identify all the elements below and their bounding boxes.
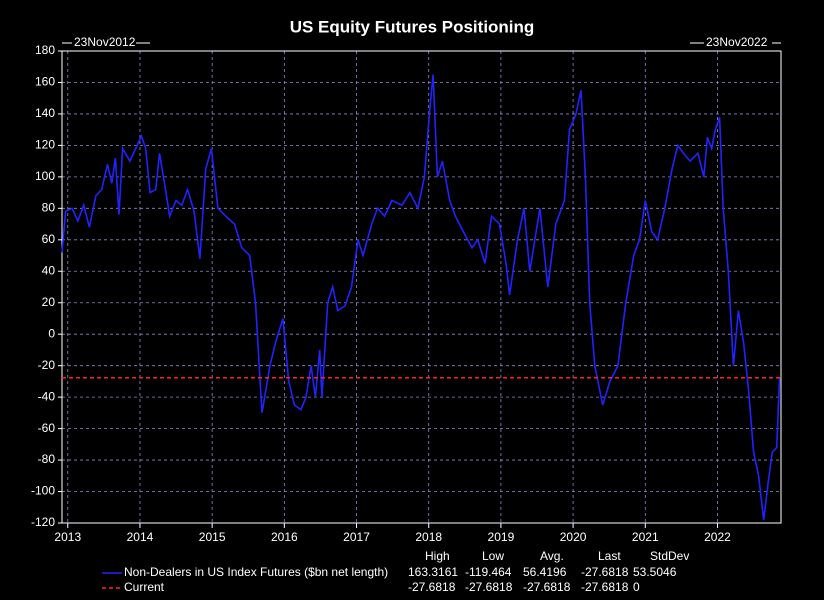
x-tick-label: 2016 (271, 530, 298, 544)
stat-value: -27.6818 (523, 580, 571, 594)
y-tick-label: 120 (35, 138, 55, 152)
x-tick-label: 2017 (343, 530, 370, 544)
y-tick-label: -80 (38, 452, 56, 466)
series-line (61, 74, 781, 520)
y-tick-label: 40 (42, 263, 56, 277)
plot-frame (61, 50, 782, 524)
stat-value: 163.3161 (408, 565, 458, 579)
y-tick-label: 60 (42, 232, 56, 246)
y-tick-label: 20 (42, 295, 56, 309)
stat-value: -27.6818 (465, 580, 513, 594)
chart-title: US Equity Futures Positioning (290, 17, 535, 36)
x-tick-label: 2021 (632, 530, 659, 544)
x-tick-label: 2019 (488, 530, 515, 544)
x-tick-label: 2020 (560, 530, 587, 544)
stats-header: Last (598, 549, 621, 563)
y-tick-label: -120 (31, 515, 55, 529)
x-tick-label: 2014 (127, 530, 154, 544)
y-tick-label: 0 (48, 326, 55, 340)
stats-header: Avg. (540, 549, 564, 563)
y-tick-label: -60 (38, 421, 56, 435)
stats-header: High (425, 549, 450, 563)
start-label: 23Nov2012 (74, 35, 136, 49)
stats-header: Low (482, 549, 504, 563)
y-tick-label: 180 (35, 43, 55, 57)
y-tick-label: 100 (35, 169, 55, 183)
stat-value: 56.4196 (523, 565, 567, 579)
legend-label: Non-Dealers in US Index Futures ($bn net… (124, 565, 388, 579)
y-tick-label: 160 (35, 75, 55, 89)
y-tick-label: 80 (42, 201, 56, 215)
stat-value: -27.6818 (408, 580, 456, 594)
y-tick-label: 140 (35, 106, 55, 120)
x-tick-label: 2022 (704, 530, 731, 544)
end-label: 23Nov2022 (706, 35, 768, 49)
x-tick-label: 2018 (415, 530, 442, 544)
x-tick-label: 2015 (199, 530, 226, 544)
stat-value: 53.5046 (633, 565, 677, 579)
stat-value: -119.464 (465, 565, 512, 579)
y-tick-label: -20 (38, 358, 56, 372)
y-tick-label: -40 (38, 389, 56, 403)
stat-value: -27.6818 (581, 565, 629, 579)
stat-value: -27.6818 (581, 580, 629, 594)
stats-header: StdDev (650, 549, 689, 563)
y-tick-label: -100 (31, 484, 55, 498)
legend-label: Current (124, 580, 165, 594)
x-tick-label: 2013 (54, 530, 81, 544)
stat-value: 0 (633, 580, 640, 594)
